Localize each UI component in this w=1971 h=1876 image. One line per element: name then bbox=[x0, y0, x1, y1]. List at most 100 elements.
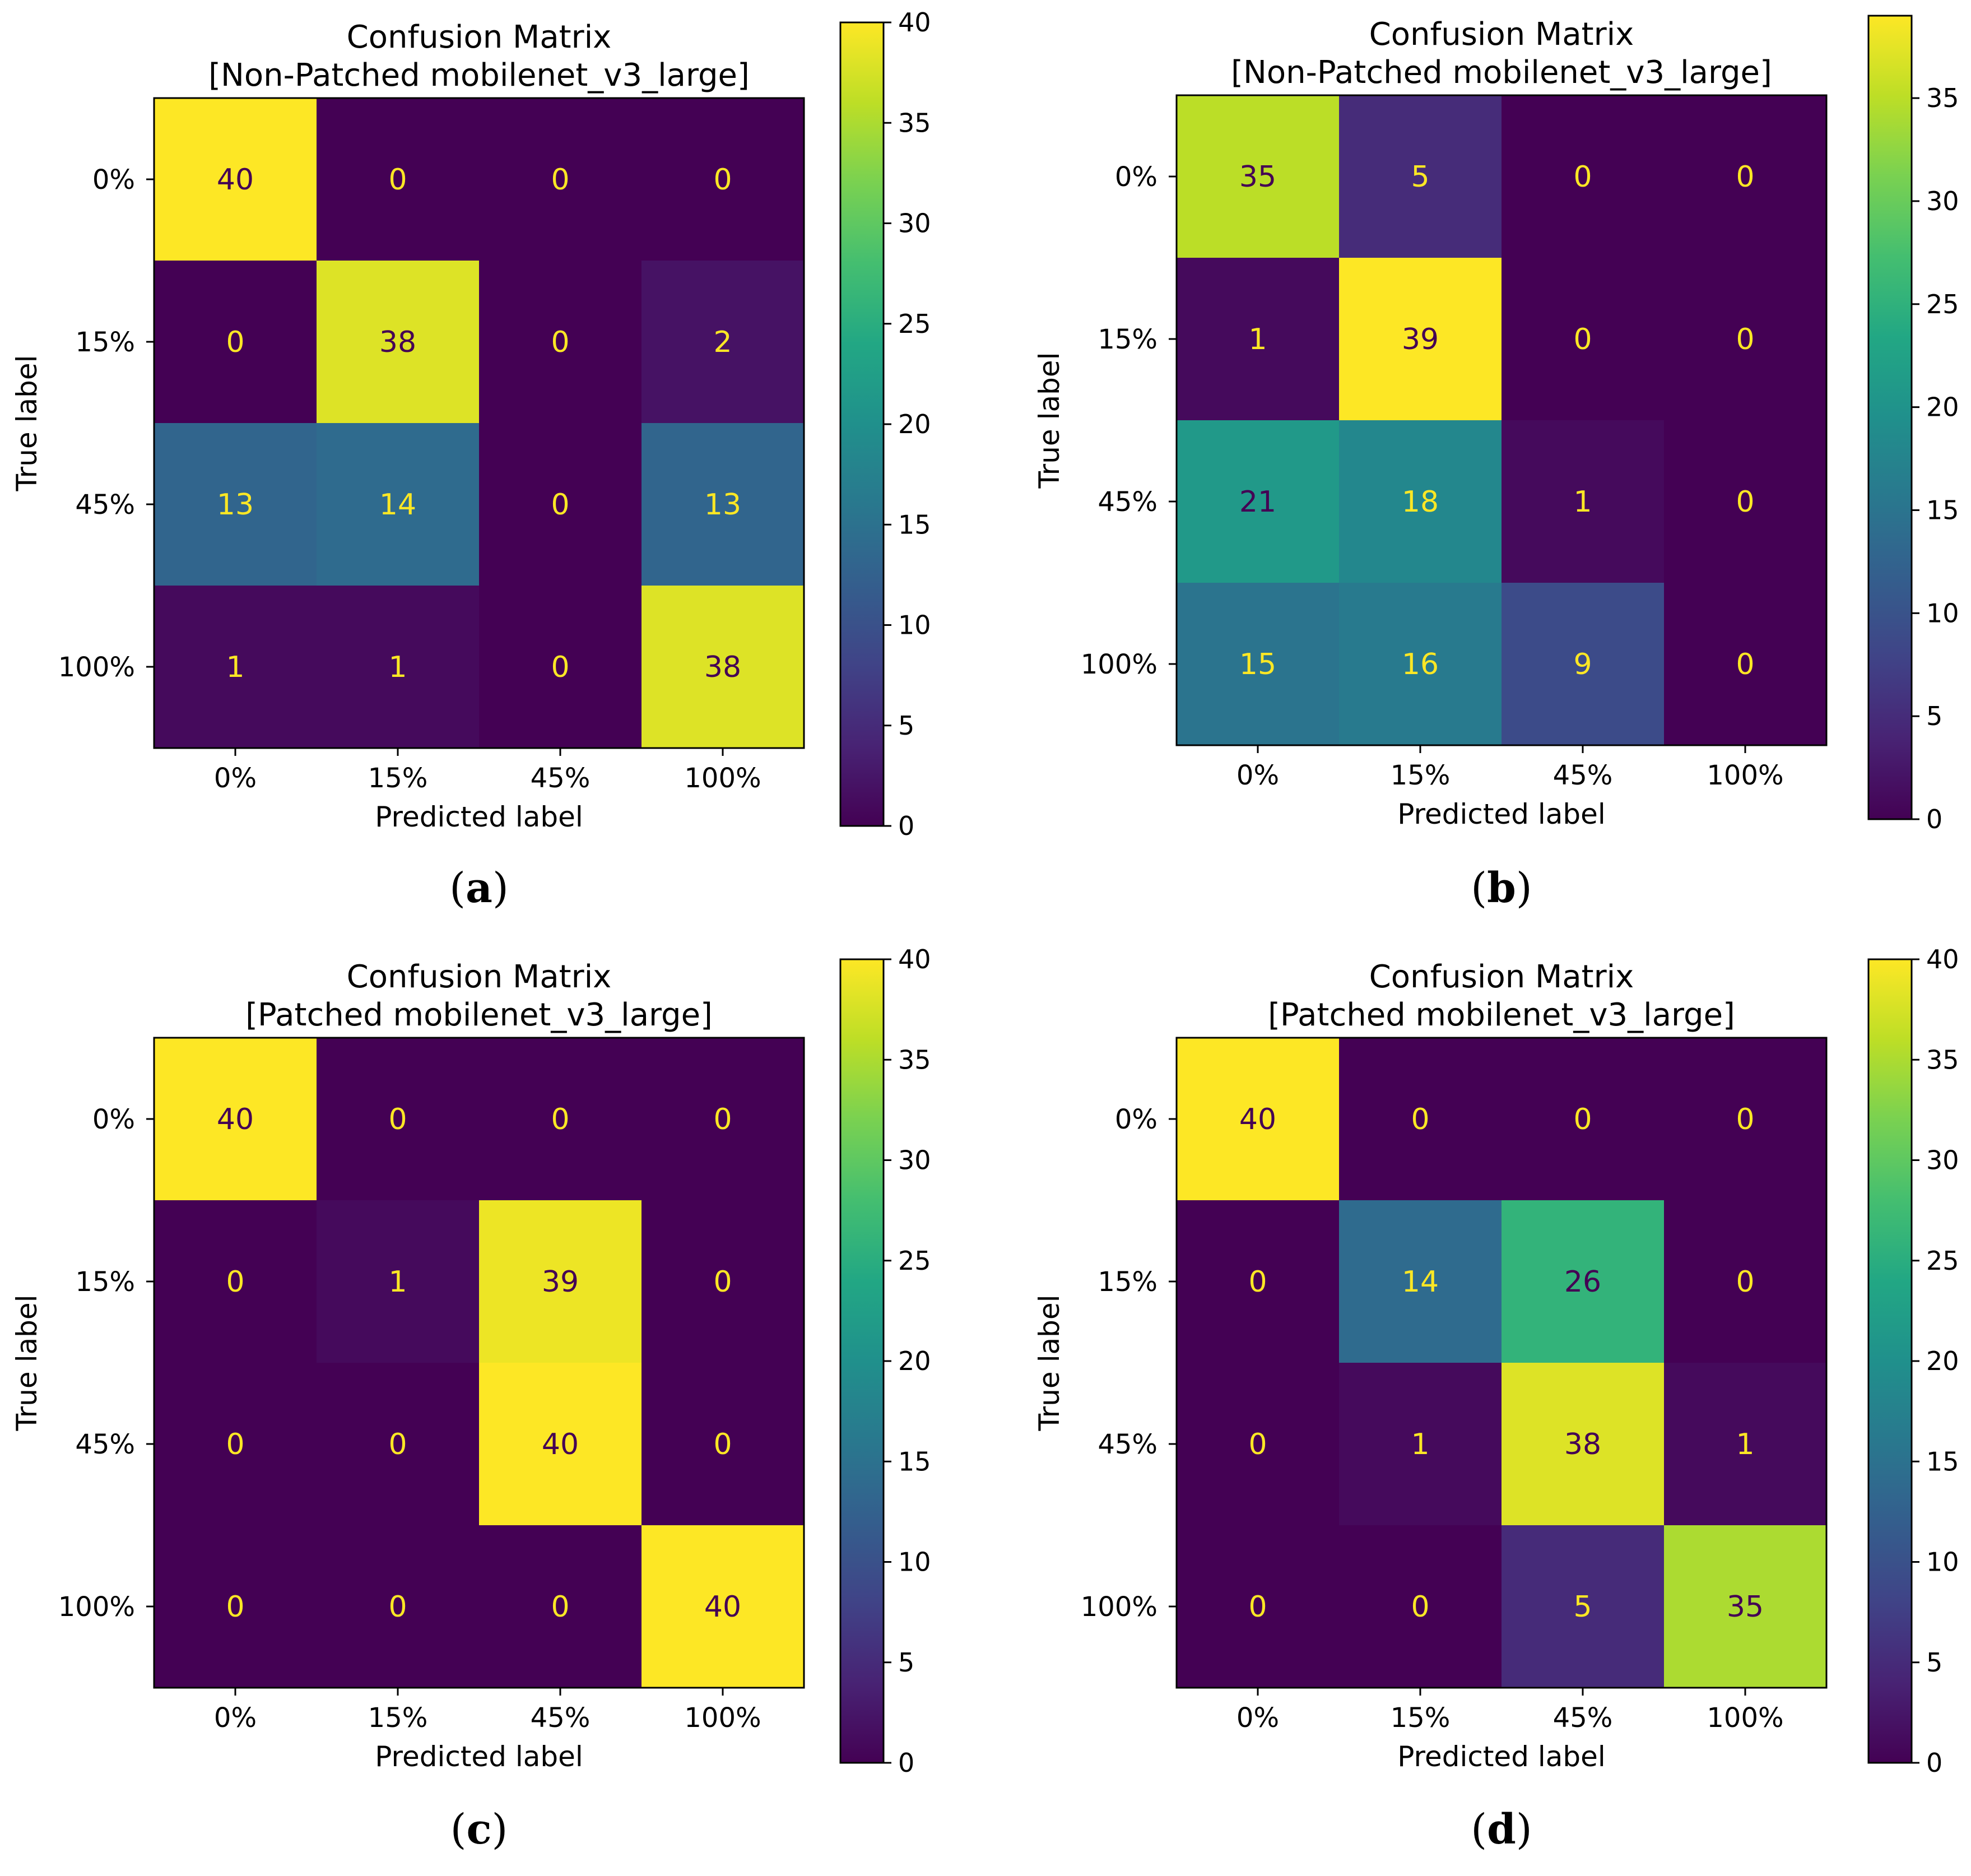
cell-value: 1 bbox=[1411, 1428, 1429, 1461]
cell-value: 0 bbox=[1736, 323, 1754, 356]
heatmap-cell bbox=[1339, 1363, 1502, 1526]
cell-value: 0 bbox=[226, 1265, 244, 1299]
axes-frame bbox=[153, 1037, 805, 1689]
cell-value: 38 bbox=[379, 326, 416, 359]
heatmap-cell bbox=[1177, 1525, 1340, 1688]
y-tick-label: 45% bbox=[75, 489, 135, 521]
cell-value: 13 bbox=[704, 488, 741, 522]
cell-value: 9 bbox=[1573, 648, 1592, 681]
cell-value: 1 bbox=[1736, 1428, 1754, 1461]
cell-value: 0 bbox=[1573, 323, 1592, 356]
heatmap-cell bbox=[1177, 1200, 1340, 1363]
colorbar-tick-label: 40 bbox=[898, 944, 931, 974]
cell-value: 0 bbox=[1248, 1590, 1267, 1624]
heatmap-cell bbox=[479, 1363, 642, 1526]
heatmap-cell bbox=[1339, 258, 1502, 421]
cell-value: 0 bbox=[388, 1103, 407, 1136]
colorbar-tick-label: 15 bbox=[1926, 1446, 1959, 1476]
chart-title-line1: Confusion Matrix bbox=[347, 959, 612, 995]
y-tick-label: 45% bbox=[75, 1429, 135, 1460]
colorbar-tick-label: 20 bbox=[898, 409, 931, 439]
heatmap-cell bbox=[154, 586, 317, 749]
x-tick-label: 0% bbox=[1236, 1702, 1279, 1734]
cell-value: 15 bbox=[1239, 648, 1276, 681]
y-tick-label: 100% bbox=[1081, 649, 1158, 680]
colorbar-tick-label: 25 bbox=[1926, 289, 1959, 319]
cell-value: 1 bbox=[1573, 485, 1592, 519]
colorbar-tick-label: 0 bbox=[898, 811, 914, 841]
panel-a: 40 0 0 00 38 0 213 14 0 131 1 0 380% 15% 45% 100%0%15%4… bbox=[11, 7, 931, 912]
heatmap-cell bbox=[1339, 583, 1502, 746]
colorbar-tick-label: 35 bbox=[1926, 1044, 1959, 1075]
heatmap-cell bbox=[1664, 1525, 1827, 1688]
panel-b: 35 5 0 01 39 0 021 18 1 015 16 9 00% 15% 45% 100%0%15%4… bbox=[1033, 15, 1959, 912]
cell-value: 0 bbox=[1736, 485, 1754, 519]
axes-frame bbox=[153, 97, 805, 749]
x-axis-label: Predicted label bbox=[375, 801, 583, 833]
y-tick-label: 100% bbox=[58, 1591, 135, 1623]
heatmap-cell bbox=[1502, 583, 1665, 746]
x-axis-label: Predicted label bbox=[1397, 1740, 1606, 1773]
cell-value: 0 bbox=[551, 1103, 569, 1136]
colorbar-tick-label: 20 bbox=[1926, 1346, 1959, 1376]
cell-value: 0 bbox=[713, 1265, 732, 1299]
x-tick-label: 45% bbox=[531, 763, 591, 794]
x-tick-label: 45% bbox=[531, 1702, 591, 1734]
cell-value: 0 bbox=[551, 651, 569, 684]
y-tick-label: 0% bbox=[1115, 1104, 1158, 1135]
y-tick-label: 15% bbox=[1098, 324, 1158, 355]
colorbar-tick-label: 5 bbox=[1926, 1647, 1942, 1678]
heatmap-cell bbox=[1502, 95, 1665, 258]
heatmap-cell bbox=[1177, 1038, 1340, 1201]
panel-caption: (c) bbox=[450, 1805, 508, 1854]
cell-value: 0 bbox=[1411, 1590, 1429, 1624]
colorbar-tick-label: 0 bbox=[898, 1748, 914, 1778]
cell-value: 38 bbox=[704, 651, 741, 684]
heatmap-cell bbox=[641, 586, 805, 749]
y-tick-label: 45% bbox=[1098, 1429, 1158, 1460]
x-axis-label: Predicted label bbox=[1397, 798, 1606, 830]
heatmap-cell bbox=[1664, 1038, 1827, 1201]
colorbar-tick-label: 5 bbox=[1926, 701, 1942, 731]
cell-value: 0 bbox=[388, 1590, 407, 1624]
heatmap-cell bbox=[641, 261, 805, 424]
axes-frame bbox=[1175, 1037, 1828, 1689]
x-tick-label: 15% bbox=[368, 1702, 428, 1734]
heatmap-cell bbox=[1502, 1200, 1665, 1363]
colorbar bbox=[839, 958, 885, 1764]
y-axis-label: True label bbox=[1033, 352, 1066, 489]
heatmap-cell bbox=[1664, 1363, 1827, 1526]
heatmap-cell bbox=[1502, 1038, 1665, 1201]
cell-value: 14 bbox=[1402, 1265, 1439, 1299]
heatmap-cell bbox=[1177, 1363, 1340, 1526]
cell-value: 0 bbox=[1736, 648, 1754, 681]
cell-value: 0 bbox=[388, 163, 407, 197]
x-tick-label: 100% bbox=[1707, 760, 1783, 791]
cell-value: 0 bbox=[551, 488, 569, 522]
cell-value: 40 bbox=[217, 1103, 254, 1136]
chart-title-line1: Confusion Matrix bbox=[347, 19, 612, 55]
heatmap-cell bbox=[1502, 420, 1665, 583]
colorbar-tick-label: 40 bbox=[1926, 944, 1959, 974]
x-tick-label: 100% bbox=[684, 1702, 761, 1734]
cell-value: 16 bbox=[1402, 648, 1439, 681]
cell-value: 0 bbox=[713, 1428, 732, 1461]
colorbar-tick-label: 30 bbox=[898, 1145, 931, 1176]
cell-value: 0 bbox=[1248, 1428, 1267, 1461]
colorbar-tick-label: 30 bbox=[1926, 186, 1959, 216]
chart-title-line2: [Non-Patched mobilenet_v3_large] bbox=[1231, 54, 1772, 91]
cell-value: 40 bbox=[217, 163, 254, 197]
colorbar-tick-label: 10 bbox=[898, 610, 931, 640]
cell-value: 0 bbox=[1573, 1103, 1592, 1136]
colorbar-tick-label: 35 bbox=[1926, 83, 1959, 113]
y-axis-label: True label bbox=[1033, 1294, 1066, 1431]
heatmap-cell bbox=[479, 423, 642, 586]
cell-value: 0 bbox=[1248, 1265, 1267, 1299]
heatmap-cell bbox=[1664, 95, 1827, 258]
x-tick-label: 45% bbox=[1553, 760, 1613, 791]
cell-value: 0 bbox=[1736, 1103, 1754, 1136]
cell-value: 40 bbox=[1239, 1103, 1276, 1136]
chart-title-line2: [Patched mobilenet_v3_large] bbox=[1268, 997, 1735, 1033]
chart-title-line1: Confusion Matrix bbox=[1369, 959, 1634, 995]
x-tick-label: 100% bbox=[1707, 1702, 1783, 1734]
